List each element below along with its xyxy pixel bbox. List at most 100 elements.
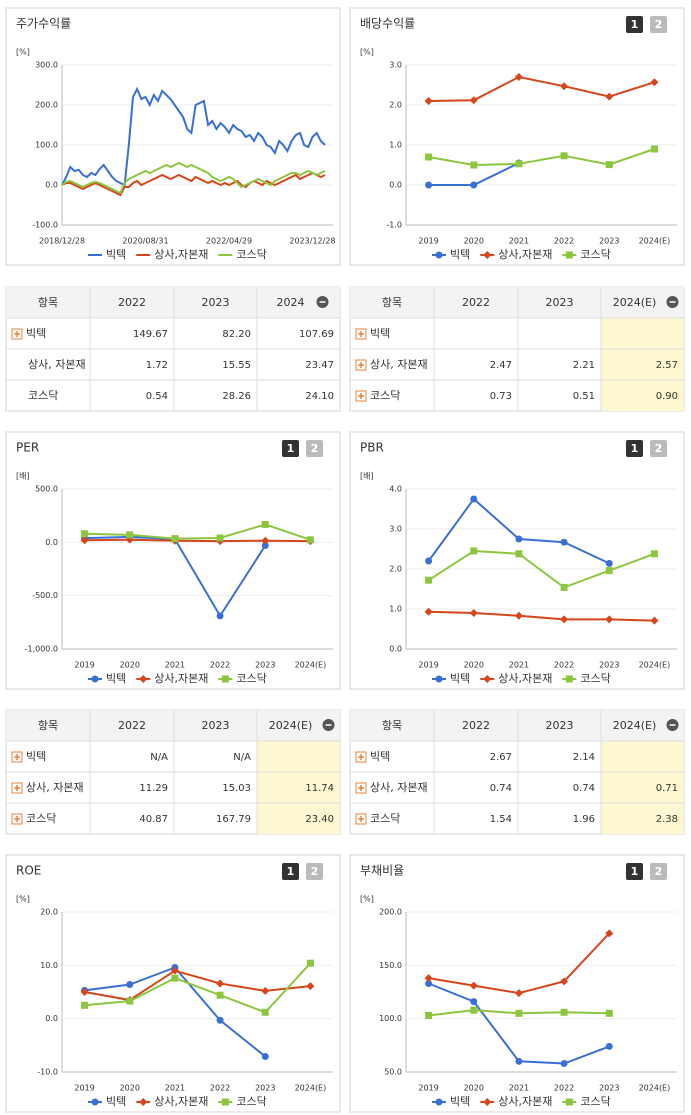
marker bbox=[435, 251, 443, 259]
marker bbox=[425, 153, 433, 161]
table-header: 2024(E) bbox=[613, 296, 657, 309]
y-tick-label: 200.0 bbox=[35, 101, 58, 110]
marker bbox=[91, 1098, 99, 1106]
marker bbox=[469, 609, 478, 617]
tab[interactable] bbox=[626, 863, 643, 880]
x-tick-label: 2019 bbox=[418, 237, 438, 246]
expand-icon-plus bbox=[358, 331, 364, 337]
cell-value: 0.74 bbox=[573, 783, 595, 794]
marker bbox=[261, 986, 270, 995]
marker bbox=[515, 1057, 523, 1065]
marker bbox=[221, 675, 229, 683]
cell-value: 107.69 bbox=[299, 329, 334, 340]
x-tick-label: 2022 bbox=[554, 237, 574, 246]
tab[interactable] bbox=[626, 440, 643, 457]
marker bbox=[605, 567, 613, 575]
chart-title: PER bbox=[16, 441, 39, 455]
row-label: 빅텍 bbox=[370, 750, 390, 763]
tab[interactable] bbox=[650, 863, 667, 880]
legend-label: 상사,자본재 bbox=[498, 1095, 552, 1108]
marker bbox=[514, 989, 523, 998]
x-tick-label: 2024(E) bbox=[639, 661, 671, 670]
x-tick-label: 2020 bbox=[464, 237, 484, 246]
marker bbox=[483, 675, 492, 683]
marker bbox=[469, 981, 478, 990]
series-line bbox=[428, 549, 655, 589]
row-label: 코스닥 bbox=[370, 389, 400, 402]
row-label: 상사, 자본재 bbox=[28, 358, 86, 371]
x-tick-label: 2020/08/31 bbox=[122, 237, 168, 246]
table-header-bg bbox=[350, 287, 684, 318]
marker bbox=[261, 542, 269, 550]
marker bbox=[425, 979, 433, 987]
cell-value: 1.54 bbox=[490, 814, 512, 825]
unit-label: [배] bbox=[360, 472, 374, 481]
tab[interactable] bbox=[282, 440, 299, 457]
x-tick-label: 2023 bbox=[599, 237, 619, 246]
cell-value: 2.67 bbox=[490, 752, 512, 763]
cell-value: 0.54 bbox=[146, 391, 168, 402]
marker bbox=[605, 559, 613, 567]
y-tick-label: -10.0 bbox=[37, 1068, 58, 1077]
tab[interactable] bbox=[626, 16, 643, 33]
cell-value: 40.87 bbox=[139, 814, 168, 825]
legend-label: 빅텍 bbox=[450, 1095, 470, 1108]
tab[interactable] bbox=[306, 440, 323, 457]
cell-value: 1.72 bbox=[146, 360, 168, 371]
tab-label: 2 bbox=[655, 18, 663, 31]
unit-label: [%] bbox=[16, 895, 30, 904]
marker bbox=[306, 536, 314, 544]
x-tick-label: 2018/12/28 bbox=[39, 237, 85, 246]
legend-label: 빅텍 bbox=[106, 672, 126, 685]
tab-label: 2 bbox=[655, 865, 663, 878]
marker bbox=[605, 92, 614, 101]
x-tick-label: 2019 bbox=[74, 661, 94, 670]
y-tick-label: 3.0 bbox=[389, 525, 402, 534]
tab-label: 2 bbox=[311, 865, 319, 878]
row-label: 코스닥 bbox=[26, 812, 56, 825]
marker bbox=[560, 152, 568, 160]
marker bbox=[650, 145, 658, 153]
table-header: 2024(E) bbox=[613, 719, 657, 732]
marker bbox=[139, 675, 148, 683]
cell-value: 0.51 bbox=[573, 391, 595, 402]
tab[interactable] bbox=[650, 16, 667, 33]
marker bbox=[560, 82, 569, 91]
cell-value: 82.20 bbox=[222, 329, 251, 340]
y-tick-label: 0.0 bbox=[45, 1014, 58, 1023]
series-line bbox=[61, 171, 326, 197]
x-tick-label: 2022 bbox=[210, 661, 230, 670]
cell-value: 0.74 bbox=[490, 783, 512, 794]
x-tick-label: 2023 bbox=[599, 661, 619, 670]
marker bbox=[470, 161, 478, 169]
chart-title: ROE bbox=[16, 864, 41, 878]
x-tick-label: 2019 bbox=[418, 661, 438, 670]
cell-value: 2.14 bbox=[573, 752, 595, 763]
cell-value: 23.47 bbox=[305, 360, 334, 371]
marker bbox=[91, 675, 99, 683]
marker bbox=[515, 550, 523, 558]
marker bbox=[171, 974, 179, 982]
legend-label: 빅텍 bbox=[450, 248, 470, 261]
y-tick-label: 100.0 bbox=[35, 141, 58, 150]
y-tick-label: -500.0 bbox=[32, 591, 58, 600]
table-header: 2024(E) bbox=[269, 719, 313, 732]
expand-icon-plus bbox=[358, 785, 364, 791]
tab[interactable] bbox=[650, 440, 667, 457]
table-header: 2022 bbox=[118, 719, 146, 732]
x-tick-label: 2021 bbox=[165, 661, 185, 670]
marker bbox=[560, 615, 569, 624]
table-header: 2022 bbox=[462, 719, 490, 732]
cell-value: 23.40 bbox=[305, 814, 334, 825]
cell-value: 11.29 bbox=[139, 783, 168, 794]
legend-label: 빅텍 bbox=[450, 672, 470, 685]
series-line bbox=[84, 969, 311, 1002]
tab[interactable] bbox=[306, 863, 323, 880]
marker bbox=[425, 1011, 433, 1019]
series-line bbox=[428, 148, 655, 167]
tab[interactable] bbox=[282, 863, 299, 880]
row-label: 상사, 자본재 bbox=[370, 781, 428, 794]
row-label: 코스닥 bbox=[370, 812, 400, 825]
y-tick-label: 0.0 bbox=[45, 181, 58, 190]
